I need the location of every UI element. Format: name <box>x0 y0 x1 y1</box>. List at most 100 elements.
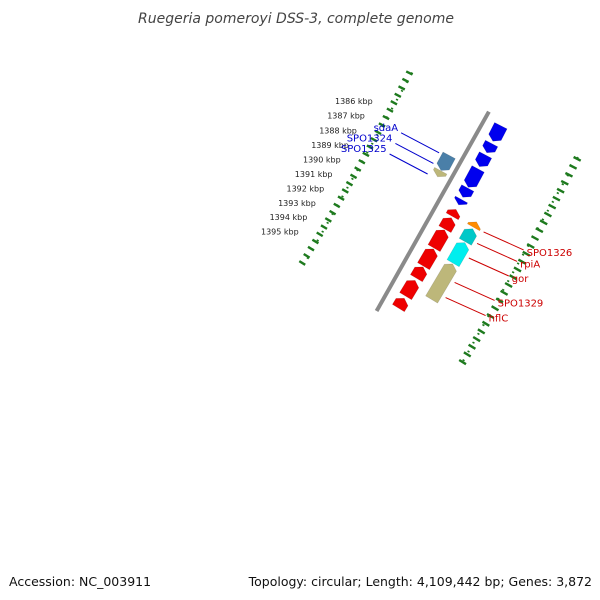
forward-cds-arrow <box>474 151 493 167</box>
reverse-cds-arrow <box>391 297 409 313</box>
outer-tick <box>556 187 565 194</box>
outer-tick <box>458 358 467 366</box>
gene-label-SPO1325: SPO1325 <box>341 144 387 155</box>
minor-tick <box>370 136 378 143</box>
minor-tick <box>405 70 414 76</box>
gene-label-leader <box>445 297 486 317</box>
minor-tick <box>362 151 370 158</box>
accession-text: Accession: NC_003911 <box>9 574 151 589</box>
minor-tick <box>316 231 324 238</box>
gene-label-rpiA: rpiA <box>520 259 540 270</box>
minor-tick <box>401 77 410 84</box>
outer-tick <box>560 179 569 186</box>
outer-tick <box>486 312 495 320</box>
outer-tick <box>508 274 518 281</box>
minor-tick <box>337 195 345 201</box>
cds-tracks <box>391 122 508 313</box>
minor-tick <box>341 188 349 194</box>
gene-label-leader <box>454 281 495 301</box>
gene-label-leader <box>400 132 440 154</box>
gene-label-SPO1329: SPO1329 <box>498 298 544 309</box>
gene-label-leader <box>483 231 524 251</box>
gene-label-hflC: hflC <box>489 314 509 325</box>
reverse-cds-arrow <box>409 266 428 283</box>
minor-tick <box>378 122 386 128</box>
gene-label-leader <box>389 153 428 175</box>
gene-label-SPO1326: SPO1326 <box>527 248 573 259</box>
outer-tick <box>535 227 544 234</box>
minor-tick <box>358 158 366 165</box>
outer-tick <box>548 203 557 210</box>
tick-label: 1394 kbp <box>270 213 308 222</box>
forward-cds-arrow <box>482 139 499 154</box>
cog-feature-SPO1326 <box>466 221 481 232</box>
minor-tick <box>386 107 394 113</box>
cog-feature-sdaA <box>436 151 456 171</box>
outer-tick <box>472 335 481 343</box>
tick-label: 1388 kbp <box>319 126 357 135</box>
forward-cds-arrow <box>454 195 469 206</box>
tick-label: 1386 kbp <box>335 97 373 106</box>
outer-tick <box>504 281 513 289</box>
outer-tick <box>513 266 522 273</box>
minor-tick <box>311 238 320 245</box>
outer-tick <box>543 211 552 218</box>
minor-tick <box>328 209 337 216</box>
outer-tick <box>481 320 490 327</box>
outer-tick <box>530 235 540 242</box>
outer-tick <box>495 297 504 304</box>
cog-feature-rpiA <box>458 228 477 246</box>
outer-tick <box>463 351 472 358</box>
minor-tick <box>354 166 362 172</box>
minor-tick <box>349 173 358 180</box>
minor-tick <box>345 180 354 187</box>
forward-cds-arrow <box>463 165 485 188</box>
gene-label-sdaA: sdaA <box>374 123 399 134</box>
tick-label: 1395 kbp <box>261 227 299 236</box>
cog-feature-SPO1329 <box>425 263 457 304</box>
minor-tick <box>374 129 382 136</box>
reverse-cds-arrow <box>427 229 449 253</box>
outer-tick <box>467 343 477 350</box>
outer-tick <box>568 163 578 170</box>
minor-tick <box>390 100 398 106</box>
minor-tick <box>307 245 315 252</box>
outer-tick <box>517 258 526 265</box>
outer-tick <box>522 250 531 257</box>
gene-label-gor: gor <box>512 274 529 285</box>
minor-tick <box>394 92 402 98</box>
cog-feature-SPO1324 <box>433 166 448 178</box>
map-title: Ruegeria pomeroyi DSS-3, complete genome <box>138 11 454 27</box>
minor-tick <box>324 217 332 223</box>
tick-label: 1393 kbp <box>278 199 316 208</box>
minor-tick <box>303 252 311 259</box>
minor-tick <box>366 144 374 150</box>
minor-tick <box>333 202 341 209</box>
outer-tick <box>500 289 509 296</box>
gene-label-leader <box>395 142 434 164</box>
outer-tick <box>564 171 574 178</box>
backbone-line <box>374 110 491 312</box>
minor-tick <box>298 260 306 266</box>
outer-tick <box>539 219 548 226</box>
gene-label-leader <box>476 242 518 262</box>
tick-label: 1387 kbp <box>327 112 365 121</box>
forward-cds-arrow <box>458 184 475 198</box>
forward-cds-arrow <box>488 122 508 142</box>
cog-feature-gor <box>446 242 470 268</box>
minor-tick <box>320 224 328 230</box>
gene-label-SPO1324: SPO1324 <box>347 133 393 144</box>
tick-label: 1390 kbp <box>303 156 341 165</box>
kbp-ticks: 1386 kbp 1387 kbp 1388 kbp 1389 kbp 1390 kbp… <box>261 97 373 236</box>
outer-tick <box>573 155 582 162</box>
genome-backbone <box>374 110 491 312</box>
outer-tick <box>477 328 486 335</box>
outer-tick <box>552 195 561 202</box>
minor-tick <box>397 85 406 91</box>
tick-label: 1391 kbp <box>295 170 333 179</box>
minor-tick <box>382 114 390 121</box>
reverse-cds-arrow <box>417 248 438 271</box>
reverse-cds-arrow <box>399 280 420 301</box>
outer-tick <box>526 242 535 249</box>
